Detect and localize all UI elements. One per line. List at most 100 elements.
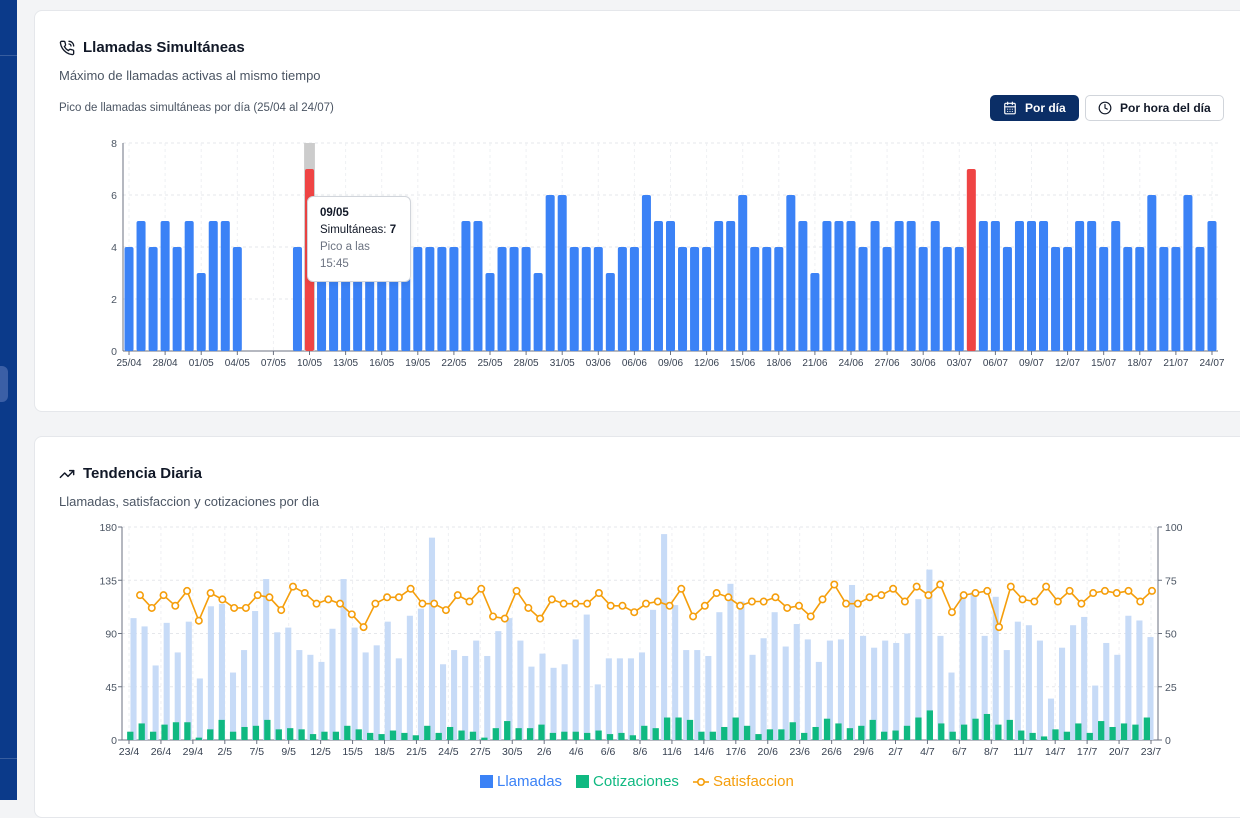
- x-tick-label: 31/05: [550, 358, 575, 369]
- bar: [533, 273, 543, 351]
- x-tick-label: 03/06: [586, 358, 611, 369]
- bar: [136, 221, 146, 351]
- x-tick-label: 07/05: [261, 358, 286, 369]
- x-tick-label: 18/07: [1127, 358, 1152, 369]
- x-tick-label: 09/06: [658, 358, 683, 369]
- bar: [497, 247, 507, 351]
- bar: [1099, 247, 1109, 351]
- bar: [425, 247, 435, 351]
- per-day-label: Por día: [1025, 101, 1066, 115]
- legend-swatch: [576, 775, 590, 788]
- bar: [220, 221, 230, 351]
- y-tick-label: 6: [111, 190, 117, 202]
- title-text: Llamadas Simultáneas: [83, 39, 245, 56]
- bar: [798, 221, 808, 351]
- x-tick-label: 03/07: [947, 358, 972, 369]
- x-tick-label: 28/04: [153, 358, 178, 369]
- bar: [581, 247, 591, 351]
- x-tick-label: 01/05: [189, 358, 214, 369]
- legend-line-swatch: [692, 777, 709, 786]
- bar: [461, 221, 471, 351]
- trend-up-icon: [59, 469, 75, 478]
- bar: [569, 247, 579, 351]
- daily-trend-card: Tendencia Diaria Llamadas, satisfaccion …: [34, 436, 1240, 818]
- bar: [1135, 247, 1145, 351]
- bar: [545, 195, 555, 351]
- tooltip-value-row: Simultáneas: 7: [320, 222, 398, 239]
- bar: [1063, 247, 1073, 351]
- bar: [232, 247, 242, 351]
- bar: [1171, 247, 1181, 351]
- bar: [1014, 221, 1024, 351]
- per-hour-label: Por hora del día: [1120, 101, 1211, 115]
- bar: [834, 221, 844, 351]
- legend-label: Llamadas: [497, 773, 563, 790]
- x-tick-label: 09/07: [1019, 358, 1044, 369]
- bar: [1147, 195, 1157, 351]
- bar: [822, 221, 832, 351]
- bar: [521, 247, 531, 351]
- legend-llamadas[interactable]: Llamadas: [480, 773, 562, 790]
- bar: [966, 169, 976, 351]
- bar: [148, 247, 158, 351]
- bar: [629, 247, 639, 351]
- title-text: Tendencia Diaria: [83, 465, 202, 482]
- card-subtitle: Máximo de llamadas activas al mismo tiem…: [59, 68, 321, 83]
- bar: [1207, 221, 1217, 351]
- sidebar-active-indicator[interactable]: [0, 366, 8, 402]
- bar: [726, 221, 736, 351]
- legend-satisfaccion[interactable]: Satisfaccion: [692, 773, 794, 790]
- bar: [894, 221, 904, 351]
- phone-call-icon: [59, 40, 75, 55]
- tooltip-peak-time: Pico a las 15:45: [320, 241, 370, 270]
- x-tick-label: 30/06: [911, 358, 936, 369]
- x-tick-label: 24/07: [1199, 358, 1224, 369]
- bar: [942, 247, 952, 351]
- y-tick-label: 0: [111, 346, 117, 358]
- card-title-tendencia: Tendencia Diaria: [59, 465, 202, 482]
- simultaneous-calls-chart: 0 2 4 6 8 25/04 28/04 01/05 04/05 07/05 10/05 13/05…: [111, 138, 1225, 369]
- legend-label: Cotizaciones: [593, 773, 679, 790]
- bar: [557, 195, 567, 351]
- bar: [954, 247, 964, 351]
- x-tick-label: 16/05: [369, 358, 394, 369]
- bar: [1087, 221, 1097, 351]
- x-tick-label: 19/05: [405, 358, 430, 369]
- y-tick-label: 2: [111, 294, 117, 306]
- card-title-simultaneas: Llamadas Simultáneas: [59, 39, 245, 56]
- per-day-button[interactable]: Por día: [990, 95, 1079, 121]
- bar: [413, 247, 423, 351]
- bar: [485, 273, 495, 351]
- per-hour-button[interactable]: Por hora del día: [1085, 95, 1224, 121]
- bar: [184, 221, 194, 351]
- tooltip-date: 09/05: [320, 207, 349, 219]
- legend-cotizaciones[interactable]: Cotizaciones: [576, 773, 679, 790]
- bar: [678, 247, 688, 351]
- x-tick-label: 10/05: [297, 358, 322, 369]
- sidebar-divider: [0, 758, 17, 759]
- bar: [473, 221, 483, 351]
- bar: [930, 221, 940, 351]
- bar: [990, 221, 1000, 351]
- bar: [858, 247, 868, 351]
- sidebar-divider: [0, 55, 17, 56]
- x-tick-label: 28/05: [514, 358, 539, 369]
- chart-tooltip: 09/05 Simultáneas: 7 Pico a las 15:45: [307, 196, 411, 282]
- x-tick-label: 15/06: [730, 358, 755, 369]
- bar: [641, 195, 651, 351]
- x-tick-label: 18/06: [766, 358, 791, 369]
- x-tick-label: 06/07: [983, 358, 1008, 369]
- bar: [1111, 221, 1121, 351]
- clock-icon: [1098, 101, 1112, 115]
- card-subtitle: Llamadas, satisfaccion y cotizaciones po…: [59, 494, 320, 509]
- x-tick-label: 21/07: [1163, 358, 1188, 369]
- bar: [762, 247, 772, 351]
- bar: [1123, 247, 1133, 351]
- bar: [774, 247, 784, 351]
- calendar-icon: [1004, 101, 1016, 115]
- sidebar-edge: [0, 0, 17, 800]
- x-tick-label: 24/06: [838, 358, 863, 369]
- bar: [172, 247, 182, 351]
- bar: [918, 247, 928, 351]
- x-tick-label: 15/07: [1091, 358, 1116, 369]
